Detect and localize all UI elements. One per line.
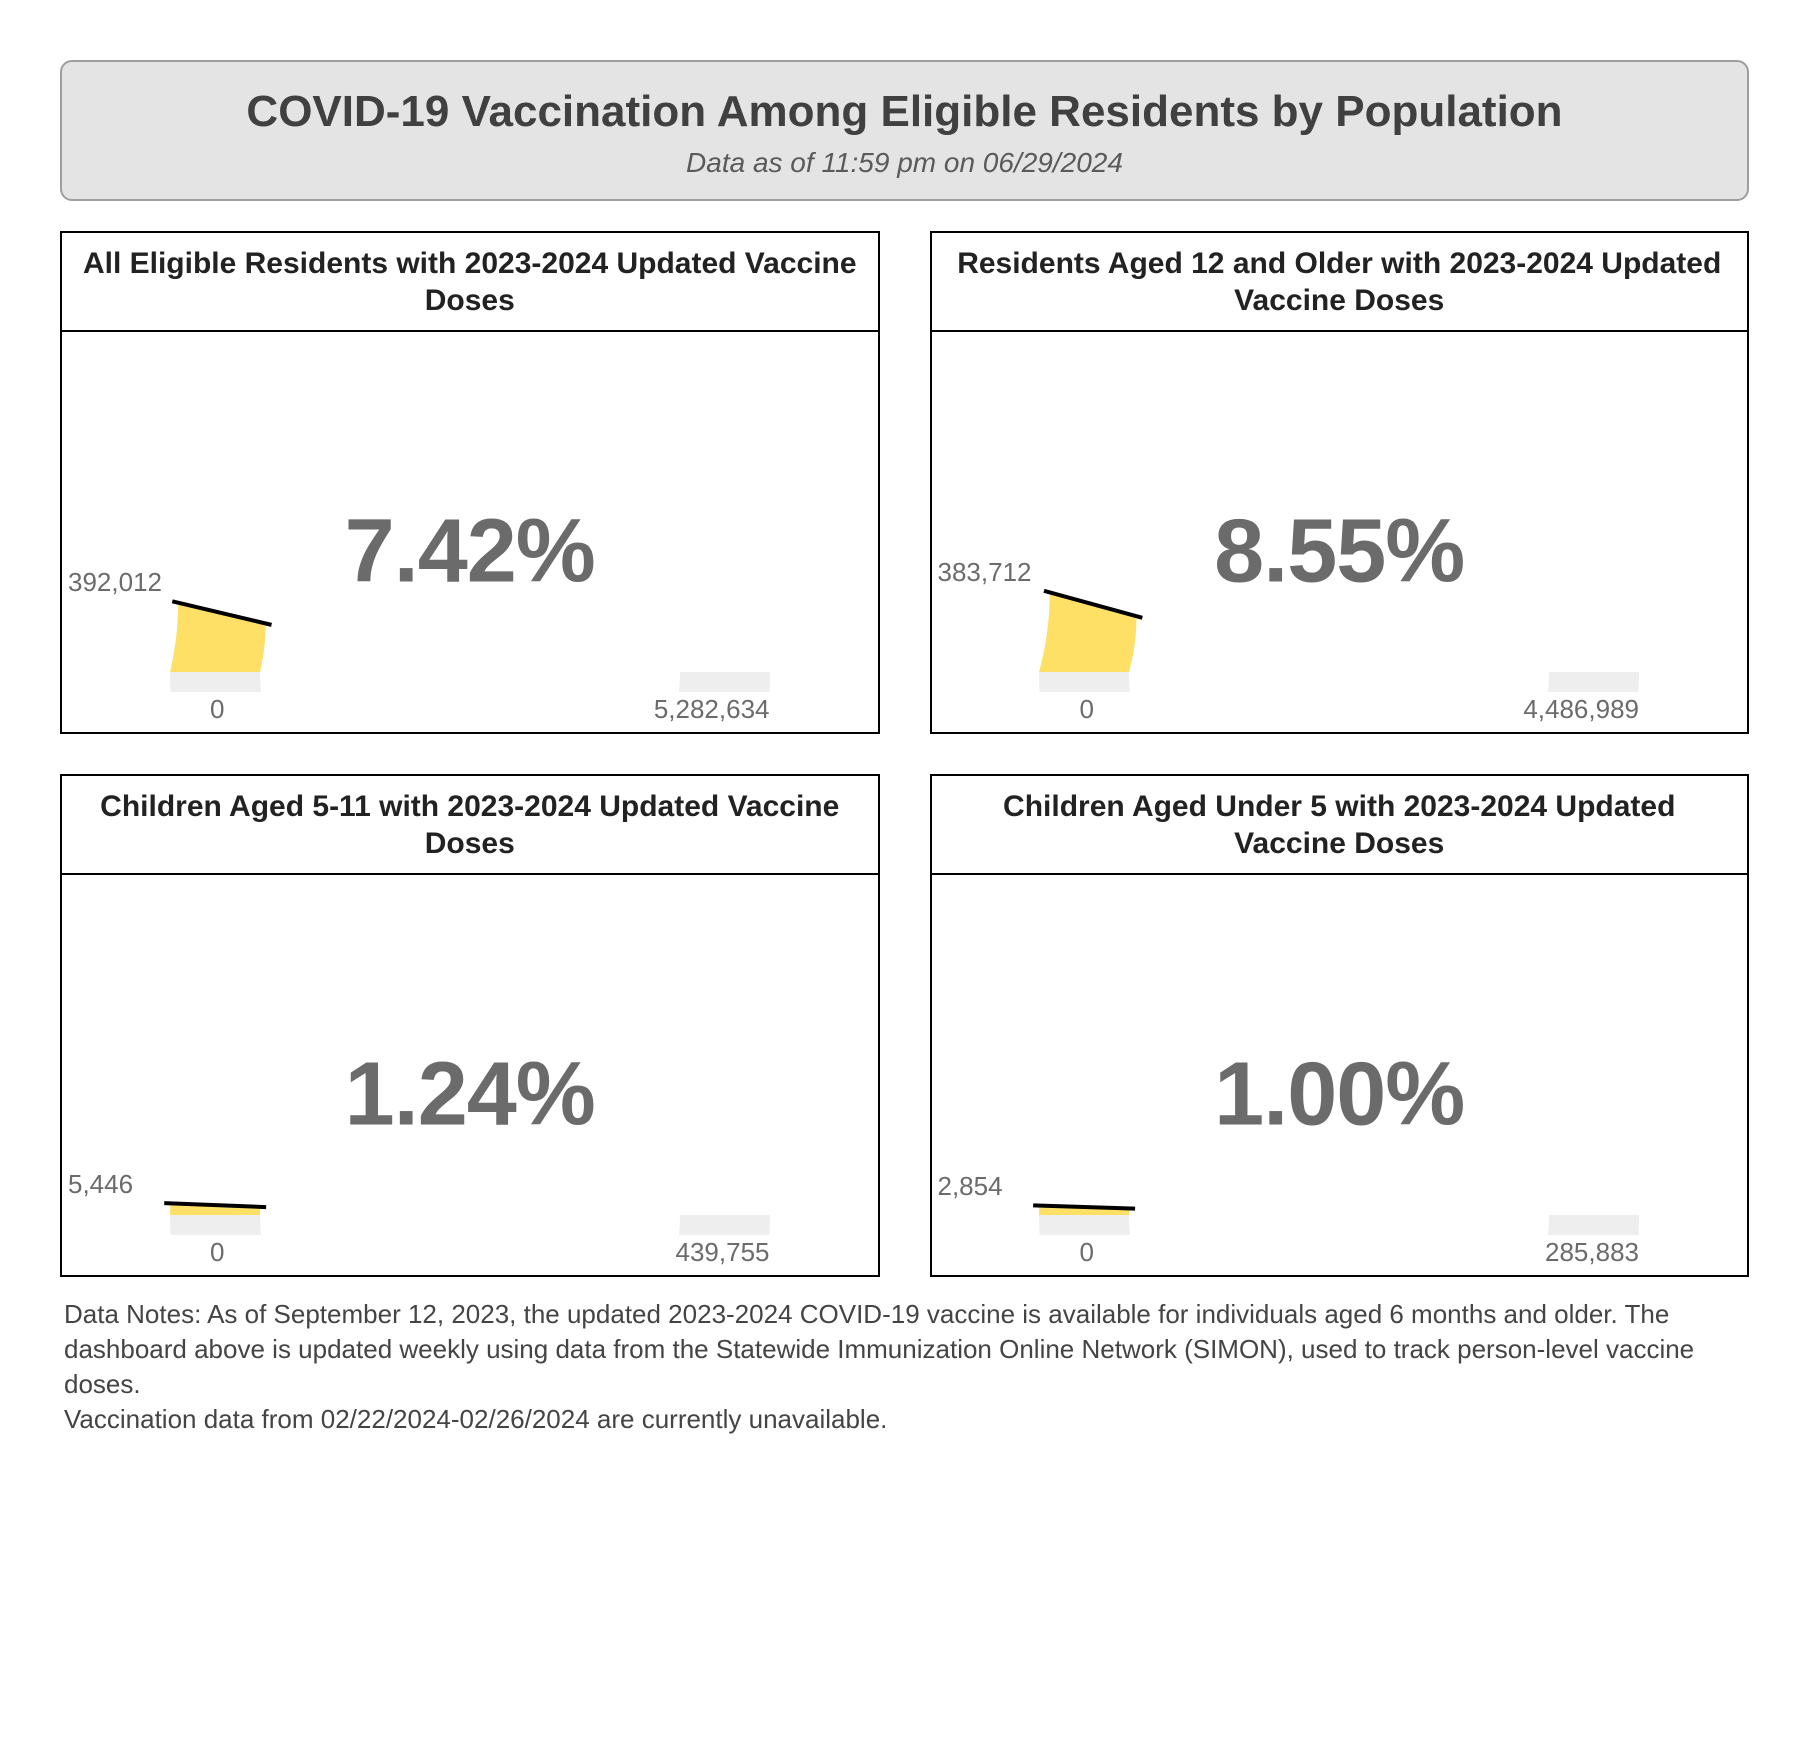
- gauge-min-label: 0: [1080, 1237, 1094, 1268]
- data-notes: Data Notes: As of September 12, 2023, th…: [60, 1297, 1749, 1437]
- panel-title: Residents Aged 12 and Older with 2023-20…: [932, 233, 1748, 332]
- gauge-max-label: 5,282,634: [654, 694, 770, 725]
- gauge-value-label: 383,712: [938, 557, 1032, 588]
- panel-under-5: Children Aged Under 5 with 2023-2024 Upd…: [930, 774, 1750, 1277]
- gauge-value-label: 392,012: [68, 567, 162, 598]
- gauge-min-label: 0: [1080, 694, 1094, 725]
- gauge-max-label: 4,486,989: [1523, 694, 1639, 725]
- gauge-grid: All Eligible Residents with 2023-2024 Up…: [60, 231, 1749, 1277]
- gauge-value-label: 2,854: [938, 1171, 1003, 1202]
- gauge-min-label: 0: [210, 694, 224, 725]
- gauge-area: 7.42% 0 5,282,634 392,012: [62, 332, 878, 732]
- gauge-percent: 8.55%: [932, 500, 1748, 603]
- panel-title: Children Aged Under 5 with 2023-2024 Upd…: [932, 776, 1748, 875]
- gauge-max-label: 439,755: [676, 1237, 770, 1268]
- gauge-min-label: 0: [210, 1237, 224, 1268]
- dashboard-subtitle: Data as of 11:59 pm on 06/29/2024: [92, 147, 1717, 179]
- panel-all-eligible: All Eligible Residents with 2023-2024 Up…: [60, 231, 880, 734]
- gauge-max-label: 285,883: [1545, 1237, 1639, 1268]
- gauge-area: 8.55% 0 4,486,989 383,712: [932, 332, 1748, 732]
- panel-age-12-plus: Residents Aged 12 and Older with 2023-20…: [930, 231, 1750, 734]
- gauge-percent: 1.24%: [62, 1043, 878, 1146]
- notes-line-2: Vaccination data from 02/22/2024-02/26/2…: [64, 1404, 887, 1434]
- dashboard-title: COVID-19 Vaccination Among Eligible Resi…: [92, 86, 1717, 139]
- gauge-percent: 1.00%: [932, 1043, 1748, 1146]
- dashboard-header: COVID-19 Vaccination Among Eligible Resi…: [60, 60, 1749, 201]
- panel-age-5-11: Children Aged 5-11 with 2023-2024 Update…: [60, 774, 880, 1277]
- panel-title: All Eligible Residents with 2023-2024 Up…: [62, 233, 878, 332]
- notes-line-1: Data Notes: As of September 12, 2023, th…: [64, 1299, 1694, 1399]
- panel-title: Children Aged 5-11 with 2023-2024 Update…: [62, 776, 878, 875]
- gauge-area: 1.24% 0 439,755 5,446: [62, 875, 878, 1275]
- gauge-area: 1.00% 0 285,883 2,854: [932, 875, 1748, 1275]
- gauge-percent: 7.42%: [62, 500, 878, 603]
- gauge-value-label: 5,446: [68, 1169, 133, 1200]
